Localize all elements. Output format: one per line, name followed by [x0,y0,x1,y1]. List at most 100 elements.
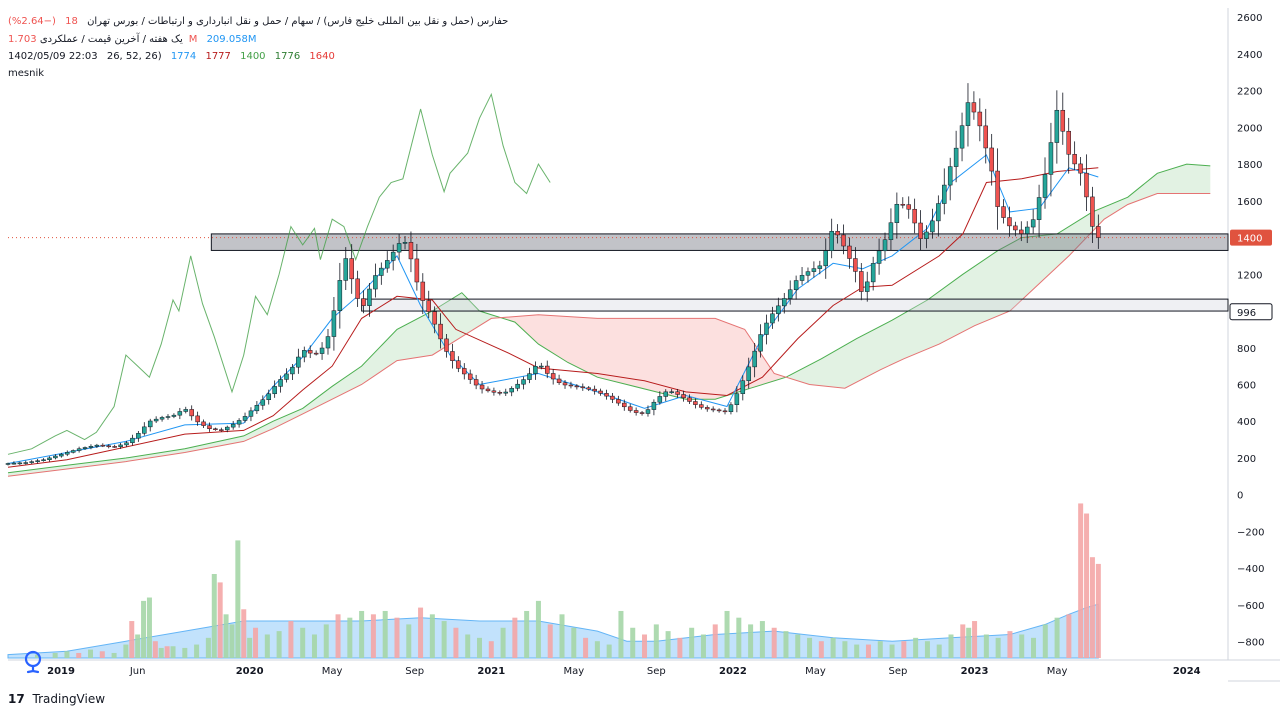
candle-body [722,410,728,413]
candle [1036,184,1042,238]
help-icon[interactable] [22,650,44,676]
volume-bar [535,600,541,658]
candle [325,329,331,355]
legend-symbol: حفارس (حمل و نقل بین المللی خلیج فارس) /… [87,16,509,27]
candle-body [1060,109,1066,132]
candle [462,363,467,380]
candle [556,374,562,385]
candle [236,418,242,428]
candle-body [171,414,177,417]
legend-symbol-row: حفارس (حمل و نقل بین المللی خلیج فارس) /… [8,16,514,27]
candle [313,350,319,356]
candle [142,422,147,436]
candle-body [947,166,953,186]
candle-body [319,347,325,354]
candle [408,231,414,273]
candle [776,297,781,322]
candle [675,388,680,398]
y-tick-label: 800 [1237,344,1256,355]
candle [853,247,858,283]
x-tick-label: Sep [889,666,908,677]
volume-bar [382,610,388,658]
candle-body [544,365,550,374]
candle [35,458,40,464]
candle-body [835,231,840,236]
legend-change-prefix: 18 [65,16,78,27]
y-tick-label: 2200 [1237,87,1262,98]
tradingview-logo[interactable]: 17 TradingView [8,692,105,706]
candle-body [746,366,751,381]
candle-body [829,231,834,251]
volume-bar [966,627,972,658]
candle-body [136,433,141,439]
legend-vol-1: 1.703M [8,34,198,45]
candle-body [118,444,123,448]
candle [201,419,206,429]
legend-kijun-value: 1777 [205,51,231,62]
candle-body [290,366,295,375]
candle-body [651,401,657,410]
candle-body [355,278,360,299]
y-tick-label: −600 [1237,601,1264,612]
legend-volume-row: یک هفته / آخرین قیمت / عملکردی 1.703M 20… [8,34,263,45]
candle-body [503,391,509,394]
candle [722,408,728,415]
candle-body [402,242,408,244]
candle-body [811,268,817,272]
candle [497,390,503,396]
candle [959,112,965,162]
candle-body [1048,142,1054,175]
candle [639,410,645,416]
candle-body [337,280,343,311]
candle [384,251,390,273]
candle [930,208,935,239]
candle [272,380,277,398]
candle [906,196,911,219]
candle [438,313,443,349]
candle-body [213,428,218,431]
candle [657,391,663,405]
candle-body [539,365,544,368]
volume-bar [241,609,247,658]
legend-vol-2: 209.058M [206,34,257,45]
candle-body [870,263,876,283]
volume-bar [418,607,424,658]
candle [823,238,829,279]
volume-bar [842,641,848,658]
candle-body [343,258,349,281]
candle-body [622,402,627,408]
candle [41,458,46,462]
candle [544,360,550,379]
candle [870,256,876,291]
candle-body [124,442,129,446]
y-tick-label: 1200 [1237,270,1262,281]
candle-body [1066,130,1071,155]
candle [977,98,983,142]
candle-body [82,447,88,449]
candle [764,314,769,345]
level-price-label: 996 [1237,308,1256,319]
candle-body [1096,226,1101,238]
volume-bar [524,610,530,658]
volume-bar [276,631,282,658]
candle [367,283,372,317]
volume-bar [559,614,565,658]
volume-bar [724,610,730,658]
candle [622,399,627,411]
candle [983,108,988,164]
volume-bar [665,631,671,658]
volume-bar [211,574,217,658]
candle [829,218,834,259]
volume-bar [889,644,895,658]
candle [651,399,657,416]
candle [693,398,698,409]
x-tick-label: 2024 [1173,666,1201,677]
candle [900,197,906,209]
candle [432,306,437,334]
candle [379,262,384,285]
candle-body [88,445,94,448]
candle-body [752,350,757,368]
candle [627,403,633,413]
